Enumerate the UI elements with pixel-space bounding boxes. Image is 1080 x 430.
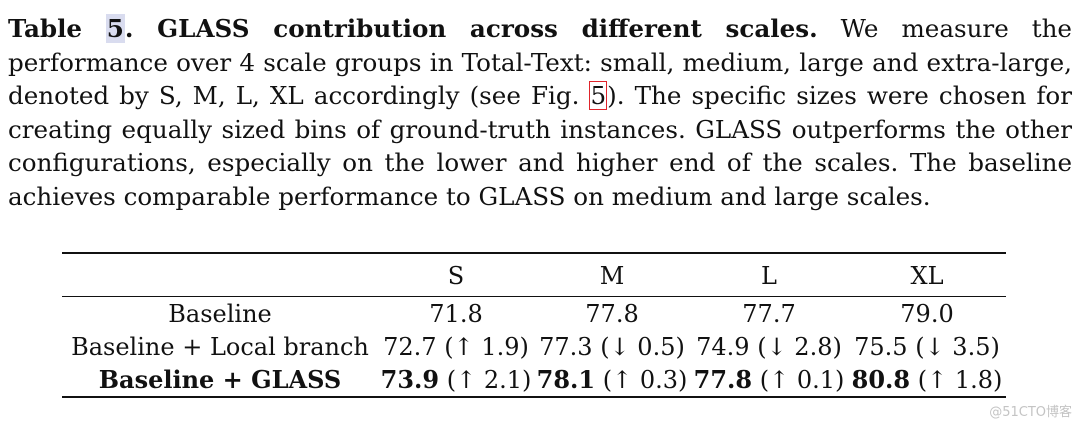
cell-value: 78.1 (↑ 0.3) <box>536 365 688 394</box>
cell-value: 75.5 (↓ 3.5) <box>854 332 1000 361</box>
cell-value: 77.8 (↑ 0.1) <box>693 365 845 394</box>
results-table: S M L XL Baseline 71.8 77.8 77.7 79.0 Ba… <box>62 252 1006 398</box>
header-s: S <box>447 262 465 290</box>
row-label-baseline: Baseline <box>168 299 272 328</box>
table-caption: Table 5. GLASS contribution across diffe… <box>8 12 1072 214</box>
caption-text: We measure the performance over 4 scale … <box>8 14 1072 111</box>
table-row: Baseline + Local branch 72.7 (↑ 1.9) 77.… <box>62 330 1006 363</box>
cell-value: 77.8 <box>585 299 639 328</box>
figure-reference-link[interactable]: 5 <box>589 81 608 111</box>
cell-value: 72.7 (↑ 1.9) <box>383 332 529 361</box>
row-label-local-branch: Baseline + Local branch <box>71 332 369 361</box>
cell-value: 74.9 (↓ 2.8) <box>696 332 842 361</box>
cell-value: 73.9 (↑ 2.1) <box>380 365 532 394</box>
cell-value: 80.8 (↑ 1.8) <box>851 365 1003 394</box>
cell-value: 71.8 <box>429 299 483 328</box>
row-label-glass: Baseline + GLASS <box>98 365 342 394</box>
table-row: Baseline 71.8 77.8 77.7 79.0 <box>62 296 1006 331</box>
header-xl: XL <box>910 262 944 290</box>
results-table-container: S M L XL Baseline 71.8 77.8 77.7 79.0 Ba… <box>62 252 1006 398</box>
header-m: M <box>599 262 625 290</box>
header-l: L <box>761 262 777 290</box>
table-header-row: S M L XL <box>62 253 1006 297</box>
table-number-highlight[interactable]: 5 <box>105 14 125 43</box>
caption-text-continued: ). The specific sizes were chosen for cr… <box>8 81 1072 211</box>
header-empty <box>62 253 378 297</box>
table-row: Baseline + GLASS 73.9 (↑ 2.1) 78.1 (↑ 0.… <box>62 363 1006 397</box>
caption-label: Table 5. GLASS contribution across diffe… <box>8 14 818 43</box>
cell-value: 77.7 <box>742 299 796 328</box>
cell-value: 79.0 <box>900 299 954 328</box>
cell-value: 77.3 (↓ 0.5) <box>539 332 685 361</box>
watermark: @51CTO博客 <box>989 405 1072 420</box>
